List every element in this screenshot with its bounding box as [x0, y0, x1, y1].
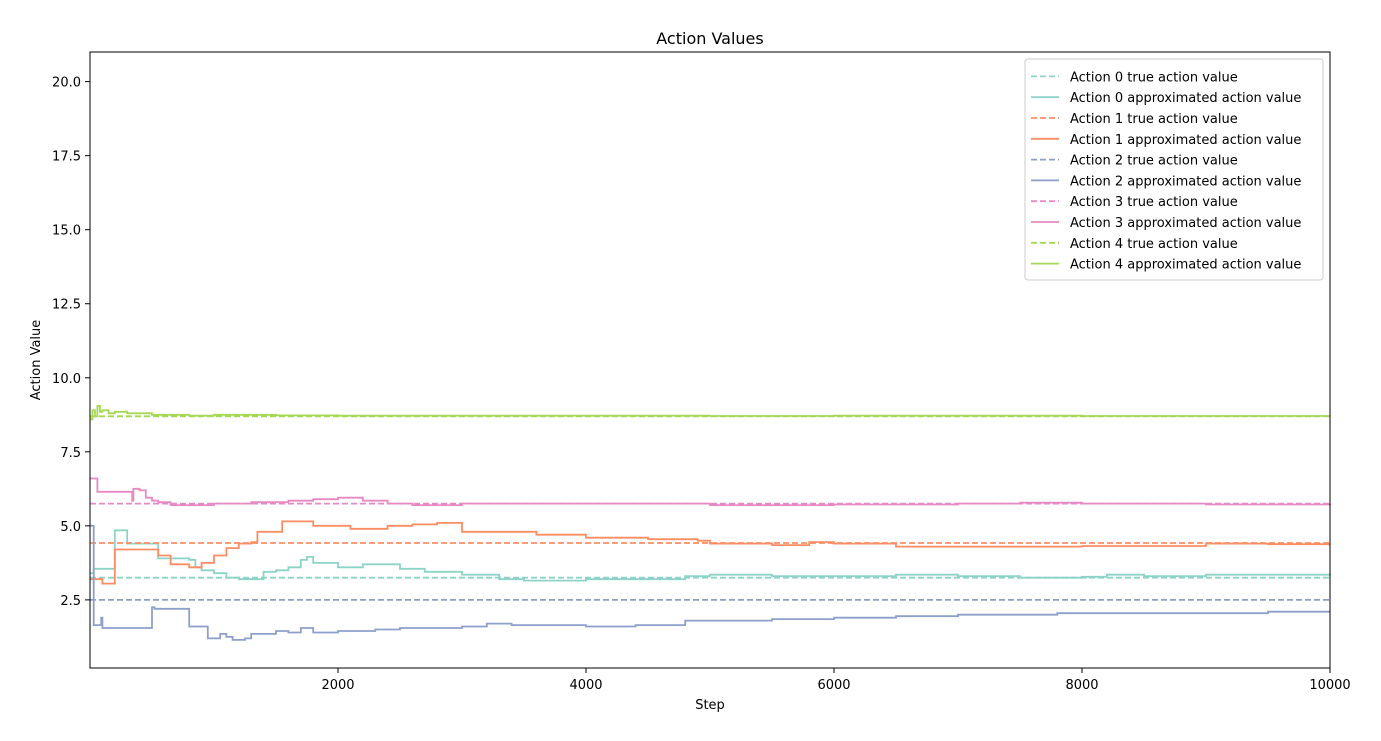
- legend-box: [1024, 58, 1324, 281]
- y-tick-label: 10.0: [52, 372, 81, 387]
- y-tick-label: 2.5: [60, 594, 81, 609]
- x-tick-label: 10000: [1309, 678, 1350, 693]
- series-line-3: [90, 520, 1330, 585]
- legend-label-6: Action 3 true action value: [1070, 195, 1238, 210]
- axes-frame: [89, 51, 1331, 669]
- legend-label-7: Action 3 approximated action value: [1070, 216, 1301, 231]
- legend-label-9: Action 4 approximated action value: [1070, 258, 1301, 273]
- legend-label-8: Action 4 true action value: [1070, 237, 1238, 252]
- legend: Action 0 true action value Action 0 appro…: [1024, 58, 1324, 281]
- legend-label-5: Action 2 approximated action value: [1070, 174, 1301, 189]
- legend-label-3: Action 1 approximated action value: [1070, 133, 1301, 148]
- x-tick-label: 2000: [321, 678, 354, 693]
- series-line-5: [90, 524, 1330, 641]
- legend-label-4: Action 2 true action value: [1070, 154, 1238, 169]
- y-tick-label: 7.5: [60, 446, 81, 461]
- legend-label-1: Action 0 approximated action value: [1070, 91, 1301, 106]
- legend-label-2: Action 1 true action value: [1070, 112, 1238, 127]
- y-tick-label: 15.0: [52, 224, 81, 239]
- y-axis-label: Action Value: [29, 320, 44, 401]
- chart-title: Action Values: [656, 29, 763, 48]
- y-tick-label: 20.0: [52, 76, 81, 91]
- legend-label-0: Action 0 true action value: [1070, 70, 1238, 85]
- series-line-1: [90, 529, 1331, 582]
- y-tick-label: 12.5: [52, 298, 81, 313]
- x-tick-label: 6000: [817, 678, 850, 693]
- x-tick-label: 8000: [1065, 678, 1098, 693]
- series-line-7: [90, 477, 1331, 506]
- series-line-9: [90, 405, 1330, 421]
- plot-lines: [90, 405, 1331, 641]
- x-axis-label: Step: [695, 698, 725, 713]
- x-axis-ticks: 2000 4000 6000 8000 10000: [321, 668, 1351, 693]
- y-tick-label: 5.0: [60, 520, 81, 535]
- x-tick-label: 4000: [569, 678, 602, 693]
- y-axis-ticks: 2.5 5.0 7.5 10.0 12.5 15.0 17.5 20.0: [52, 76, 90, 609]
- y-tick-label: 17.5: [52, 150, 81, 165]
